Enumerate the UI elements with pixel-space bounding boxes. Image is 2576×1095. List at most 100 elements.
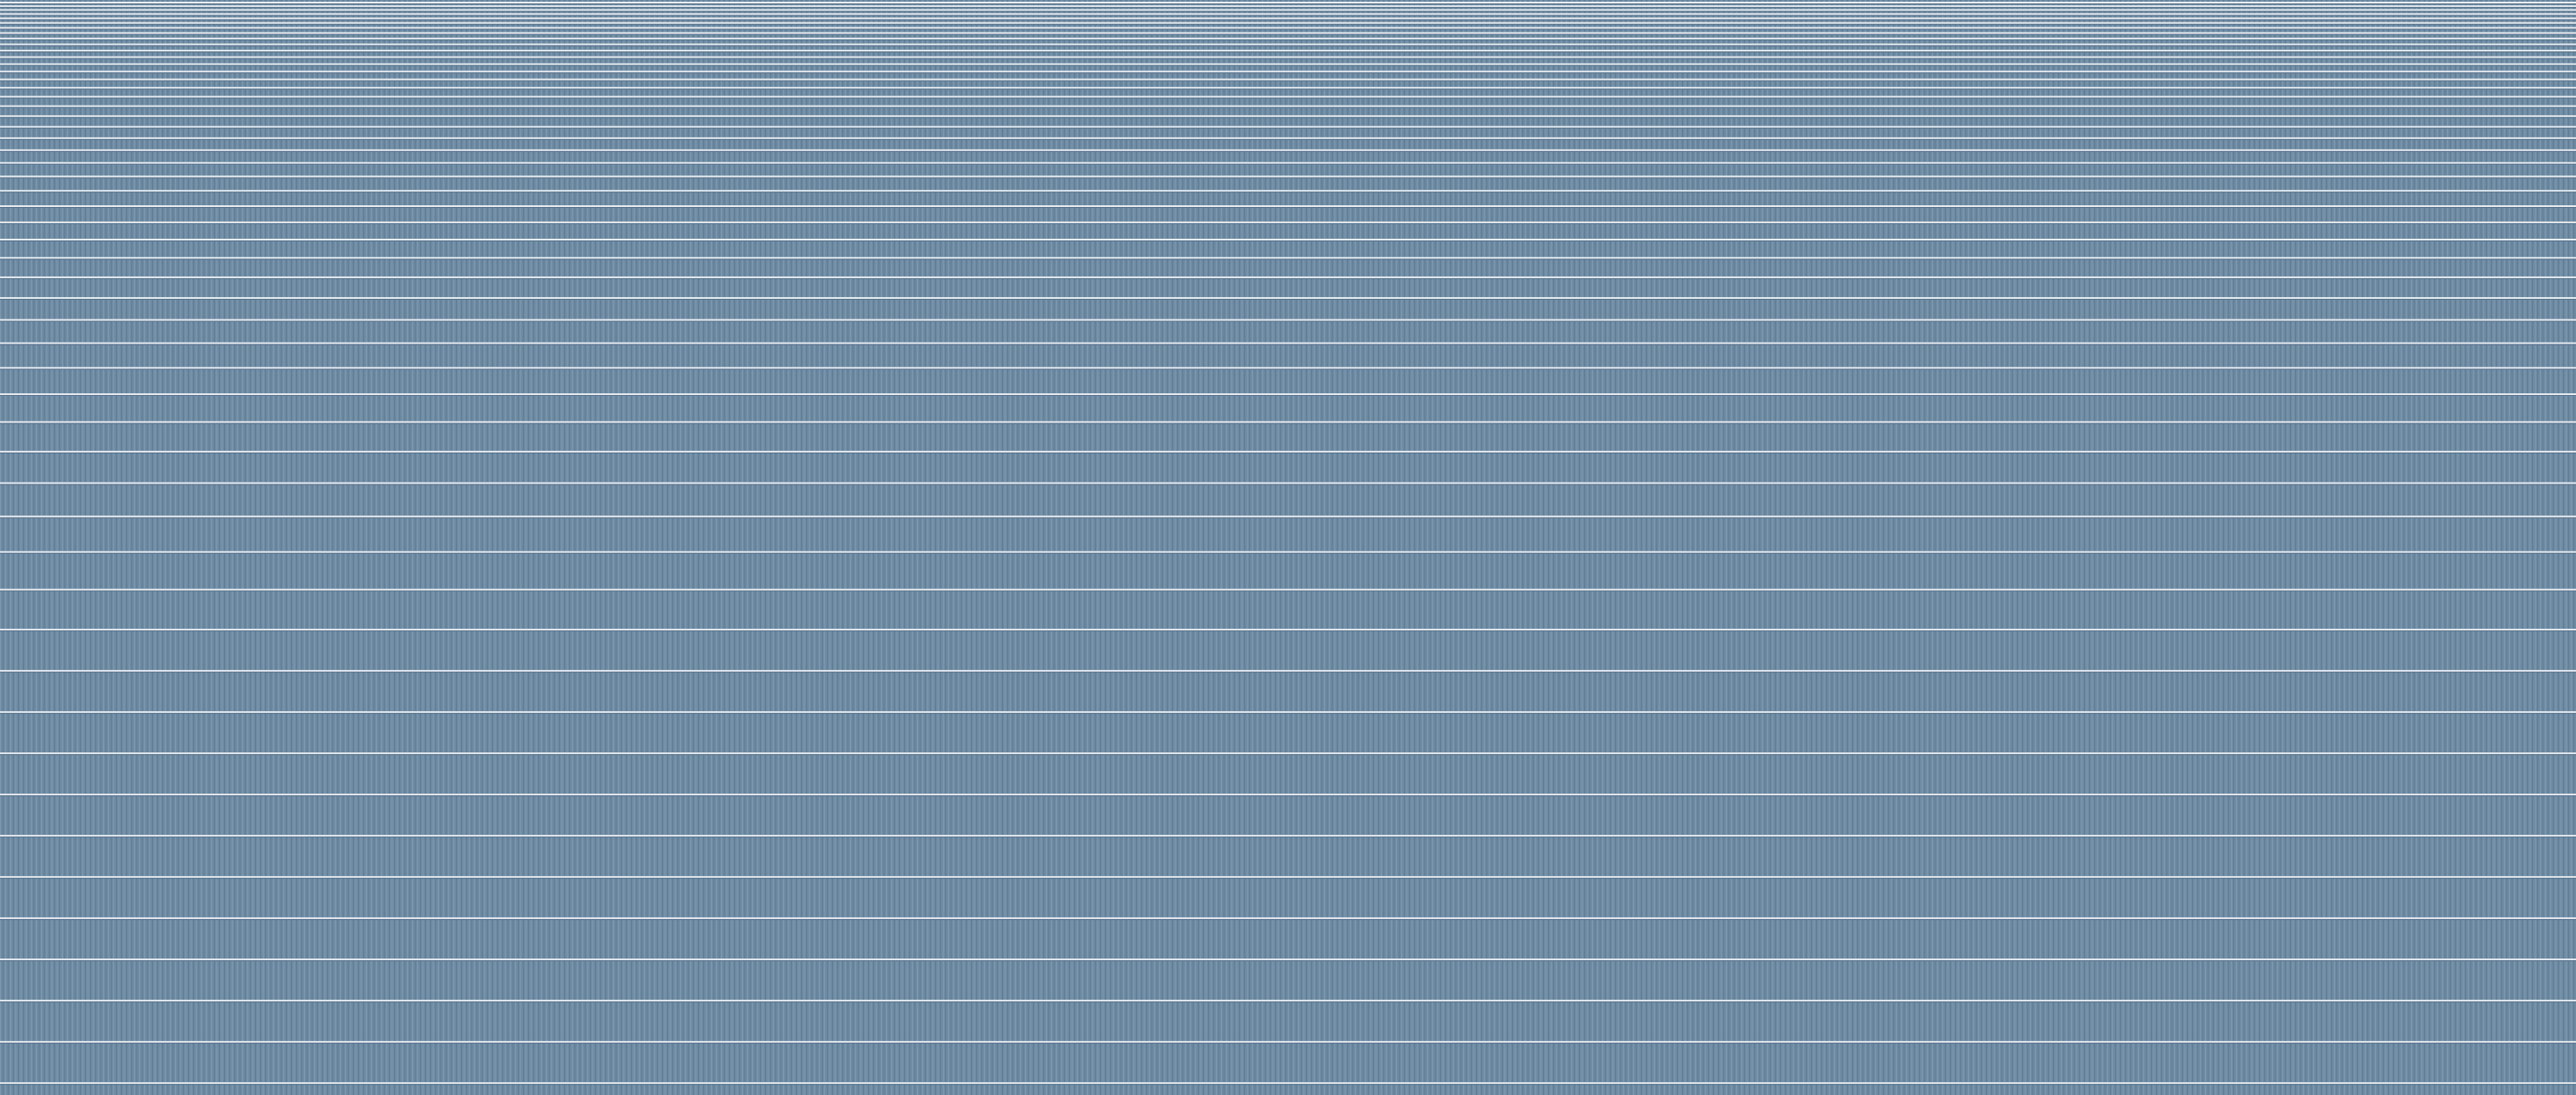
stripe-line xyxy=(0,63,2576,65)
stripe-shadow xyxy=(0,394,2576,396)
stripe-line xyxy=(0,917,2576,920)
stripe-shadow xyxy=(0,1084,2576,1086)
stripe-shadow xyxy=(0,28,2576,30)
stripe-line xyxy=(0,835,2576,837)
stripe-shadow xyxy=(0,23,2576,25)
stripe-shadow xyxy=(0,58,2576,59)
stripe-line xyxy=(0,1082,2576,1085)
stripe-line xyxy=(0,276,2576,278)
stripe-line xyxy=(0,551,2576,553)
stripe-line xyxy=(0,87,2576,89)
stripe-shadow xyxy=(0,97,2576,99)
stripe-shadow xyxy=(0,552,2576,554)
stripe-shadow xyxy=(0,33,2576,35)
stripe-line xyxy=(0,190,2576,192)
stripe-line xyxy=(0,958,2576,961)
stripe-line xyxy=(0,588,2576,591)
stripe-shadow xyxy=(0,484,2576,485)
stripe-line xyxy=(0,149,2576,151)
stripe-line xyxy=(0,125,2576,128)
stripe-line xyxy=(0,515,2576,518)
stripe-shadow xyxy=(0,298,2576,300)
stripe-line xyxy=(0,876,2576,879)
stripe-line xyxy=(0,752,2576,755)
stripe-line xyxy=(0,342,2576,344)
stripe-line xyxy=(0,43,2576,46)
stripe-line xyxy=(0,9,2576,11)
stripe-shadow xyxy=(0,222,2576,224)
stripe-line xyxy=(0,319,2576,321)
stripe-shadow xyxy=(0,177,2576,179)
stripe-shadow xyxy=(0,163,2576,165)
stripe-line xyxy=(0,161,2576,164)
stripe-shadow xyxy=(0,138,2576,140)
stripe-shadow xyxy=(0,64,2576,66)
stripe-shadow xyxy=(0,117,2576,119)
stripe-line xyxy=(0,37,2576,40)
stripe-line xyxy=(0,629,2576,631)
stripe-shadow xyxy=(0,10,2576,12)
stripe-shadow xyxy=(0,590,2576,592)
stripe-shadow xyxy=(0,517,2576,519)
stripe-shadow xyxy=(0,1001,2576,1003)
stripe-line xyxy=(0,2,2576,3)
stripe-shadow xyxy=(0,80,2576,82)
stripe-shadow xyxy=(0,88,2576,90)
stripe-line xyxy=(0,1041,2576,1043)
stripe-line xyxy=(0,257,2576,259)
stripe-line xyxy=(0,17,2576,20)
stripe-shadow xyxy=(0,320,2576,322)
stripe-shadow xyxy=(0,150,2576,152)
stripe-shadow xyxy=(0,713,2576,715)
stripe-line xyxy=(0,296,2576,299)
stripe-shadow xyxy=(0,960,2576,962)
stripe-shadow xyxy=(0,878,2576,879)
stripe-shadow xyxy=(0,240,2576,241)
stripe-shadow xyxy=(0,344,2576,345)
stripe-shadow xyxy=(0,106,2576,108)
stripe-line xyxy=(0,27,2576,29)
stripe-shadow xyxy=(0,207,2576,209)
stripe-shadow xyxy=(0,127,2576,129)
stripe-line xyxy=(0,421,2576,423)
stripe-line xyxy=(0,1000,2576,1002)
stripe-shadow xyxy=(0,919,2576,921)
stripe-line xyxy=(0,238,2576,240)
stripe-shadow xyxy=(0,754,2576,756)
stripe-line xyxy=(0,115,2576,118)
stripe-line xyxy=(0,105,2576,107)
stripe-line xyxy=(0,78,2576,81)
stripe-shadow xyxy=(0,277,2576,279)
stripe-line xyxy=(0,794,2576,796)
stripe-line xyxy=(0,205,2576,208)
stripe-line xyxy=(0,175,2576,178)
stripe-line xyxy=(0,56,2576,58)
stripe-line xyxy=(0,221,2576,223)
stripe-shadow xyxy=(0,836,2576,838)
stripe-line xyxy=(0,32,2576,34)
stripe-shadow xyxy=(0,72,2576,74)
stripe-shadow xyxy=(0,795,2576,797)
stripe-line xyxy=(0,137,2576,139)
stripe-line xyxy=(0,711,2576,714)
stripe-shadow xyxy=(0,630,2576,632)
stripe-shadow xyxy=(0,19,2576,21)
stripe-shadow xyxy=(0,368,2576,370)
stripe-line xyxy=(0,450,2576,453)
stripe-line xyxy=(0,95,2576,98)
stripe-shadow xyxy=(0,3,2576,4)
stripe-line xyxy=(0,367,2576,369)
stripe-shadow xyxy=(0,7,2576,9)
stripe-line xyxy=(0,21,2576,24)
stripe-line xyxy=(0,5,2576,8)
stripe-line xyxy=(0,13,2576,15)
stripe-line xyxy=(0,482,2576,484)
stripe-line xyxy=(0,670,2576,672)
stripe-line xyxy=(0,70,2576,73)
stripe-line xyxy=(0,49,2576,52)
stripe-line xyxy=(0,392,2576,395)
